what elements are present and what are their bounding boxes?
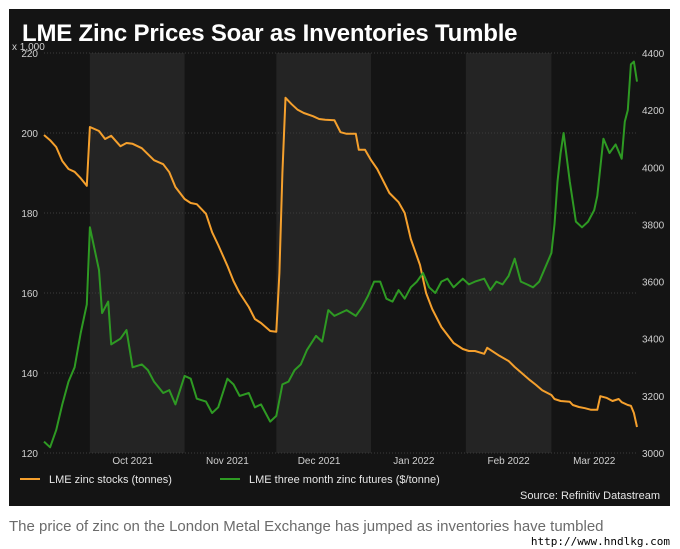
right-tick-label: 3600: [642, 278, 665, 289]
series-line-stocks: [43, 96, 638, 428]
caption: The price of zinc on the London Metal Ex…: [9, 518, 604, 535]
month-band: [465, 53, 552, 453]
series-line-futures: [43, 60, 638, 449]
right-tick-label: 3200: [642, 392, 665, 403]
x-tick-label: Nov 2021: [206, 456, 249, 467]
month-band: [89, 53, 185, 453]
chart-svg: 120 140 160 180 200 220 3000 3200 3400 3600 3800 4…: [12, 42, 665, 502]
left-axis-unit: x 1,000: [12, 42, 45, 53]
series-lines: [43, 60, 638, 449]
month-band: [276, 53, 372, 453]
x-tick-label: Oct 2021: [112, 456, 153, 467]
right-tick-label: 4000: [642, 163, 665, 174]
right-tick-label: 3800: [642, 220, 665, 231]
left-tick-label: 160: [21, 289, 38, 300]
source-note: Source: Refinitiv Datastream: [520, 490, 660, 502]
left-tick-label: 220: [21, 49, 38, 60]
month-bands: [89, 53, 552, 453]
legend: LME zinc stocks (tonnes) LME three month…: [20, 474, 440, 486]
left-tick-label: 140: [21, 369, 38, 380]
left-tick-label: 200: [21, 129, 38, 140]
x-tick-label: Jan 2022: [393, 456, 435, 467]
left-tick-label: 180: [21, 209, 38, 220]
right-axis: 3000 3200 3400 3600 3800 4000 4200 4400: [642, 49, 665, 460]
right-tick-label: 3400: [642, 335, 665, 346]
x-tick-label: Mar 2022: [573, 456, 616, 467]
legend-label-futures: LME three month zinc futures ($/tonne): [249, 474, 440, 486]
left-axis: 120 140 160 180 200 220: [21, 49, 38, 460]
x-tick-label: Feb 2022: [487, 456, 530, 467]
chart-panel: 120 140 160 180 200 220 3000 3200 3400 3600 3800 4…: [9, 9, 670, 506]
x-tick-label: Dec 2021: [298, 456, 341, 467]
left-tick-label: 120: [21, 449, 38, 460]
right-tick-label: 4400: [642, 49, 665, 60]
chart-title: LME Zinc Prices Soar as Inventories Tumb…: [22, 20, 518, 47]
right-tick-label: 3000: [642, 449, 665, 460]
legend-label-stocks: LME zinc stocks (tonnes): [49, 474, 172, 486]
right-tick-label: 4200: [642, 106, 665, 117]
x-axis: Oct 2021 Nov 2021 Dec 2021 Jan 2022 Feb 2022…: [112, 456, 615, 467]
watermark: http://www.hndlkg.com: [530, 535, 670, 548]
